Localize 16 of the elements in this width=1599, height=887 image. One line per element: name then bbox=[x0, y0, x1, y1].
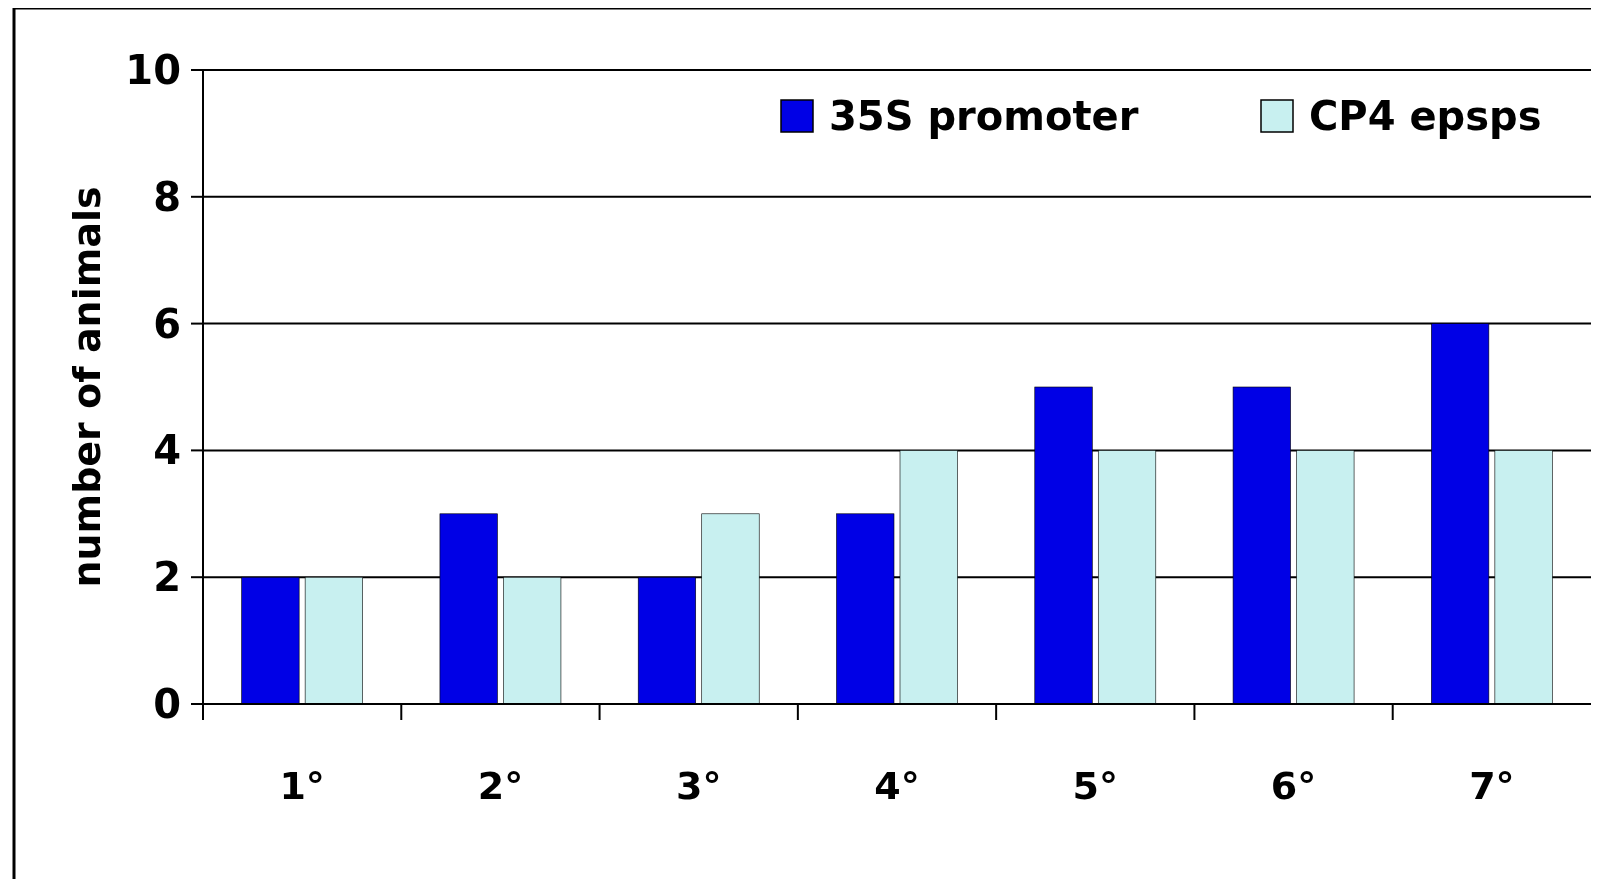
x-tick-label: 1° bbox=[279, 764, 325, 808]
y-tick-label: 6 bbox=[153, 300, 181, 347]
legend-label: 35S promoter bbox=[829, 93, 1139, 139]
y-tick-label: 2 bbox=[153, 554, 181, 601]
x-tick-label: 3° bbox=[675, 764, 722, 808]
y-tick-label: 8 bbox=[153, 173, 181, 220]
x-tick-label: 7° bbox=[1469, 764, 1515, 808]
x-tick-label: 5° bbox=[1072, 764, 1119, 808]
x-tick-label: 6° bbox=[1270, 764, 1317, 808]
x-tick-label: 4° bbox=[874, 764, 920, 808]
legend-label: CP4 epsps bbox=[1309, 93, 1542, 139]
x-tick-label: 2° bbox=[477, 764, 524, 808]
y-tick-label: 0 bbox=[153, 681, 181, 727]
y-tick-label: 4 bbox=[153, 427, 181, 474]
y-axis-title: number of animals bbox=[65, 186, 109, 588]
y-tick-label: 10 bbox=[125, 47, 181, 93]
